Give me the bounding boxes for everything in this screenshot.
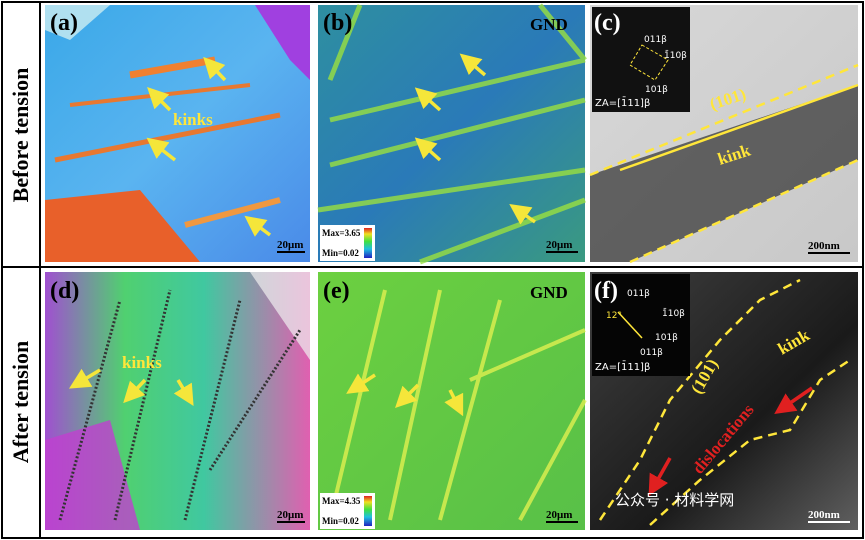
spot-label: 1̄10β [664,49,687,61]
scale-bar: 200nm [808,240,840,252]
scale-bar: 20μm [277,509,303,521]
colorbar-min: Min=0.02 [322,516,359,526]
spot-label: 101β [645,85,668,95]
zone-axis: ZA=[1̄11]β [595,96,650,109]
zone-axis: ZA=[1̄11]β [595,360,650,373]
annotation: kinks [173,110,213,129]
panel-title: GND [530,15,568,34]
colorbar-max: Max=3.65 [322,228,361,238]
panel-label: (a) [50,10,78,36]
panel-label: (c) [594,10,621,36]
panel-e: (e) GND Max=4.35 Min=0.02 20μm [318,272,587,530]
panel-b: (b) GND Max=3.65 Min=0.02 20μm [317,3,587,265]
row-label: After tension [8,341,33,463]
annotation: 12° [606,311,622,321]
spot-label: 011β [640,348,663,358]
panel-d: (d) kinks 20μm [45,272,310,530]
scale-bar: 20μm [546,239,572,251]
panel-label: (d) [50,278,79,304]
panel-label: (b) [323,10,352,36]
watermark: 公众号 · 材料学网 [615,491,734,509]
spot-label: 101β [655,333,678,343]
panel-c: 011β 1̄10β 101β ZA=[1̄11]β (c) (101) kin… [589,5,859,264]
scale-bar: 200nm [808,509,840,521]
scale-bar: 20μm [546,509,572,521]
spot-label: 011β [644,35,667,45]
spot-label: 011β [627,289,650,299]
panel-label: (f) [594,278,618,304]
row-label: Before tension [8,68,33,203]
annotation: kinks [122,353,162,372]
panel-a: (a) kinks 20μm [45,5,310,262]
scale-bar: 20μm [277,239,303,251]
colorbar-max: Max=4.35 [322,496,361,506]
colorbar-min: Min=0.02 [322,248,359,258]
panel-title: GND [530,283,568,302]
spot-label: 1̄10β [662,307,685,319]
panel-f: 011β 1̄10β 101β 011β 12° ZA=[1̄11]β (f) … [590,272,858,530]
panel-label: (e) [323,278,350,304]
